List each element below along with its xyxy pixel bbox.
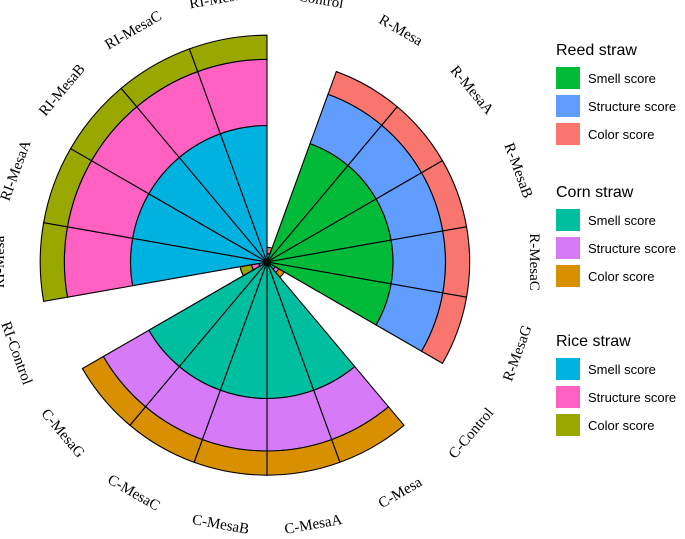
legend-swatch-corn-straw-color-score <box>556 265 580 287</box>
legend-title-reed-straw: Reed straw <box>556 42 637 59</box>
legend-swatch-corn-straw-structure-score <box>556 237 580 259</box>
legend-swatch-rice-straw-color-score <box>556 414 580 436</box>
category-label-r-mesaa: R-MesaA <box>447 63 497 118</box>
bar-ri-mesa-structure-score <box>63 226 134 298</box>
category-label-ri-mesac: RI-MesaC <box>102 8 164 53</box>
bar-r-mesag-color-score <box>420 292 468 365</box>
legend-label-corn-straw-structure-score: Structure score <box>588 241 676 256</box>
legend-swatch-reed-straw-structure-score <box>556 95 580 117</box>
bar-ri-mesag-color-score <box>188 34 268 73</box>
legend-title-corn-straw: Corn straw <box>556 184 634 201</box>
legend-swatch-rice-straw-structure-score <box>556 386 580 408</box>
legend-label-corn-straw-smell-score: Smell score <box>588 213 656 228</box>
category-label-r-mesag: R-MesaG <box>500 323 535 383</box>
legend-label-rice-straw-smell-score: Smell score <box>588 362 656 377</box>
legend-swatch-reed-straw-color-score <box>556 123 580 145</box>
category-label-r-mesa: R-Mesa <box>376 12 425 50</box>
legend-swatch-rice-straw-smell-score <box>556 358 580 380</box>
bars-layer <box>39 34 471 476</box>
category-label-ri-mesaa: RI-MesaA <box>0 138 35 203</box>
category-label-c-mesab: C-MesaB <box>191 512 250 538</box>
legend-swatch-corn-straw-smell-score <box>556 209 580 231</box>
legend-label-reed-straw-structure-score: Structure score <box>588 99 676 114</box>
category-label-r-mesab: R-MesaB <box>501 141 536 201</box>
category-label-r-mesac: R-MesaC <box>526 233 542 291</box>
category-label-ri-mesab: RI-MesaB <box>36 61 88 119</box>
legend-label-reed-straw-smell-score: Smell score <box>588 71 656 86</box>
bar-r-mesac-color-score <box>442 226 471 298</box>
legend-label-reed-straw-color-score: Color score <box>588 127 654 142</box>
category-label-c-mesaa: C-MesaA <box>283 512 343 538</box>
bar-ri-mesa-color-score <box>39 221 69 303</box>
legend-title-rice-straw: Rice straw <box>556 333 631 350</box>
category-label-c-control: C-Control <box>446 405 497 462</box>
category-label-r-control: R-Control <box>282 0 345 12</box>
category-label-c-mesag: C-MesaG <box>38 406 88 461</box>
legend-label-rice-straw-structure-score: Structure score <box>588 390 676 405</box>
category-label-c-mesac: C-MesaC <box>105 472 163 515</box>
category-label-c-mesa: C-Mesa <box>376 474 425 512</box>
bar-c-mesag-color-score <box>81 355 147 427</box>
bar-r-mesac-structure-score <box>390 230 447 294</box>
legend: Reed straw Smell score Structure score Colo… <box>556 42 676 436</box>
category-label-ri-mesag: RI-MesaG <box>188 0 253 12</box>
legend-swatch-reed-straw-smell-score <box>556 67 580 89</box>
legend-label-corn-straw-color-score: Color score <box>588 269 654 284</box>
category-label-ri-control: RI-Control <box>0 320 35 387</box>
category-label-ri-mesa: RI-Mesa <box>0 235 8 288</box>
legend-label-rice-straw-color-score: Color score <box>588 418 654 433</box>
